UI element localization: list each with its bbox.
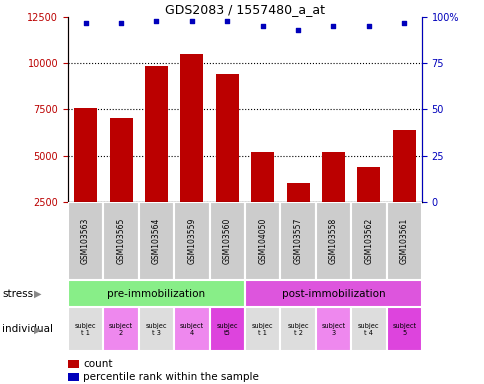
Point — [258, 23, 266, 30]
Point — [81, 20, 89, 26]
Bar — [286, 183, 309, 248]
Bar — [138, 307, 174, 351]
Bar — [321, 152, 344, 248]
Text: subjec
t 1: subjec t 1 — [75, 323, 96, 336]
Bar — [68, 307, 103, 351]
Text: post-immobilization: post-immobilization — [281, 289, 384, 299]
Point — [293, 27, 301, 33]
Bar — [74, 108, 97, 248]
Text: GSM103564: GSM103564 — [151, 218, 161, 264]
Bar — [386, 202, 421, 280]
Text: subject
4: subject 4 — [180, 323, 203, 336]
Bar — [350, 307, 386, 351]
Point — [364, 23, 372, 30]
Point — [399, 20, 407, 26]
Text: ▶: ▶ — [34, 324, 42, 334]
Bar — [392, 130, 415, 248]
Text: subjec
t5: subjec t5 — [216, 323, 238, 336]
Title: GDS2083 / 1557480_a_at: GDS2083 / 1557480_a_at — [165, 3, 324, 16]
Bar — [138, 202, 174, 280]
Bar — [109, 118, 132, 248]
Text: stress: stress — [2, 289, 33, 299]
Bar — [251, 152, 273, 248]
Bar — [103, 202, 138, 280]
Point — [329, 23, 336, 30]
Bar — [180, 54, 203, 248]
Text: subjec
t 2: subjec t 2 — [287, 323, 308, 336]
Bar — [215, 74, 238, 248]
Bar — [244, 307, 280, 351]
Bar — [68, 202, 103, 280]
Text: percentile rank within the sample: percentile rank within the sample — [83, 372, 259, 382]
Bar — [315, 307, 350, 351]
Text: subjec
t 3: subjec t 3 — [145, 323, 167, 336]
Point — [223, 18, 230, 24]
Text: subjec
t 1: subjec t 1 — [251, 323, 273, 336]
Bar — [280, 307, 315, 351]
Text: GSM103559: GSM103559 — [187, 218, 196, 264]
Text: GSM103563: GSM103563 — [81, 218, 90, 264]
Text: GSM103560: GSM103560 — [222, 218, 231, 264]
Text: GSM103561: GSM103561 — [399, 218, 408, 264]
Text: GSM103562: GSM103562 — [363, 218, 373, 264]
Bar — [315, 202, 350, 280]
Bar — [280, 202, 315, 280]
Bar — [209, 202, 244, 280]
Point — [152, 18, 160, 24]
Point — [117, 20, 124, 26]
Bar — [357, 167, 379, 248]
Text: subject
5: subject 5 — [392, 323, 415, 336]
Text: pre-immobilization: pre-immobilization — [107, 289, 205, 299]
Bar — [103, 307, 138, 351]
Text: GSM104050: GSM104050 — [257, 218, 267, 264]
Point — [187, 18, 195, 24]
Bar — [244, 202, 280, 280]
Bar — [386, 307, 421, 351]
Text: individual: individual — [2, 324, 53, 334]
Text: count: count — [83, 359, 113, 369]
Text: GSM103558: GSM103558 — [328, 218, 337, 264]
Bar — [145, 66, 167, 248]
Text: subject
3: subject 3 — [321, 323, 345, 336]
Text: GSM103565: GSM103565 — [116, 218, 125, 264]
Text: subjec
t 4: subjec t 4 — [357, 323, 379, 336]
Bar — [209, 307, 244, 351]
Bar — [174, 202, 209, 280]
Bar — [350, 202, 386, 280]
Bar — [244, 280, 421, 307]
Text: GSM103557: GSM103557 — [293, 218, 302, 264]
Bar — [68, 280, 244, 307]
Text: ▶: ▶ — [34, 289, 42, 299]
Text: subject
2: subject 2 — [109, 323, 133, 336]
Bar — [174, 307, 209, 351]
